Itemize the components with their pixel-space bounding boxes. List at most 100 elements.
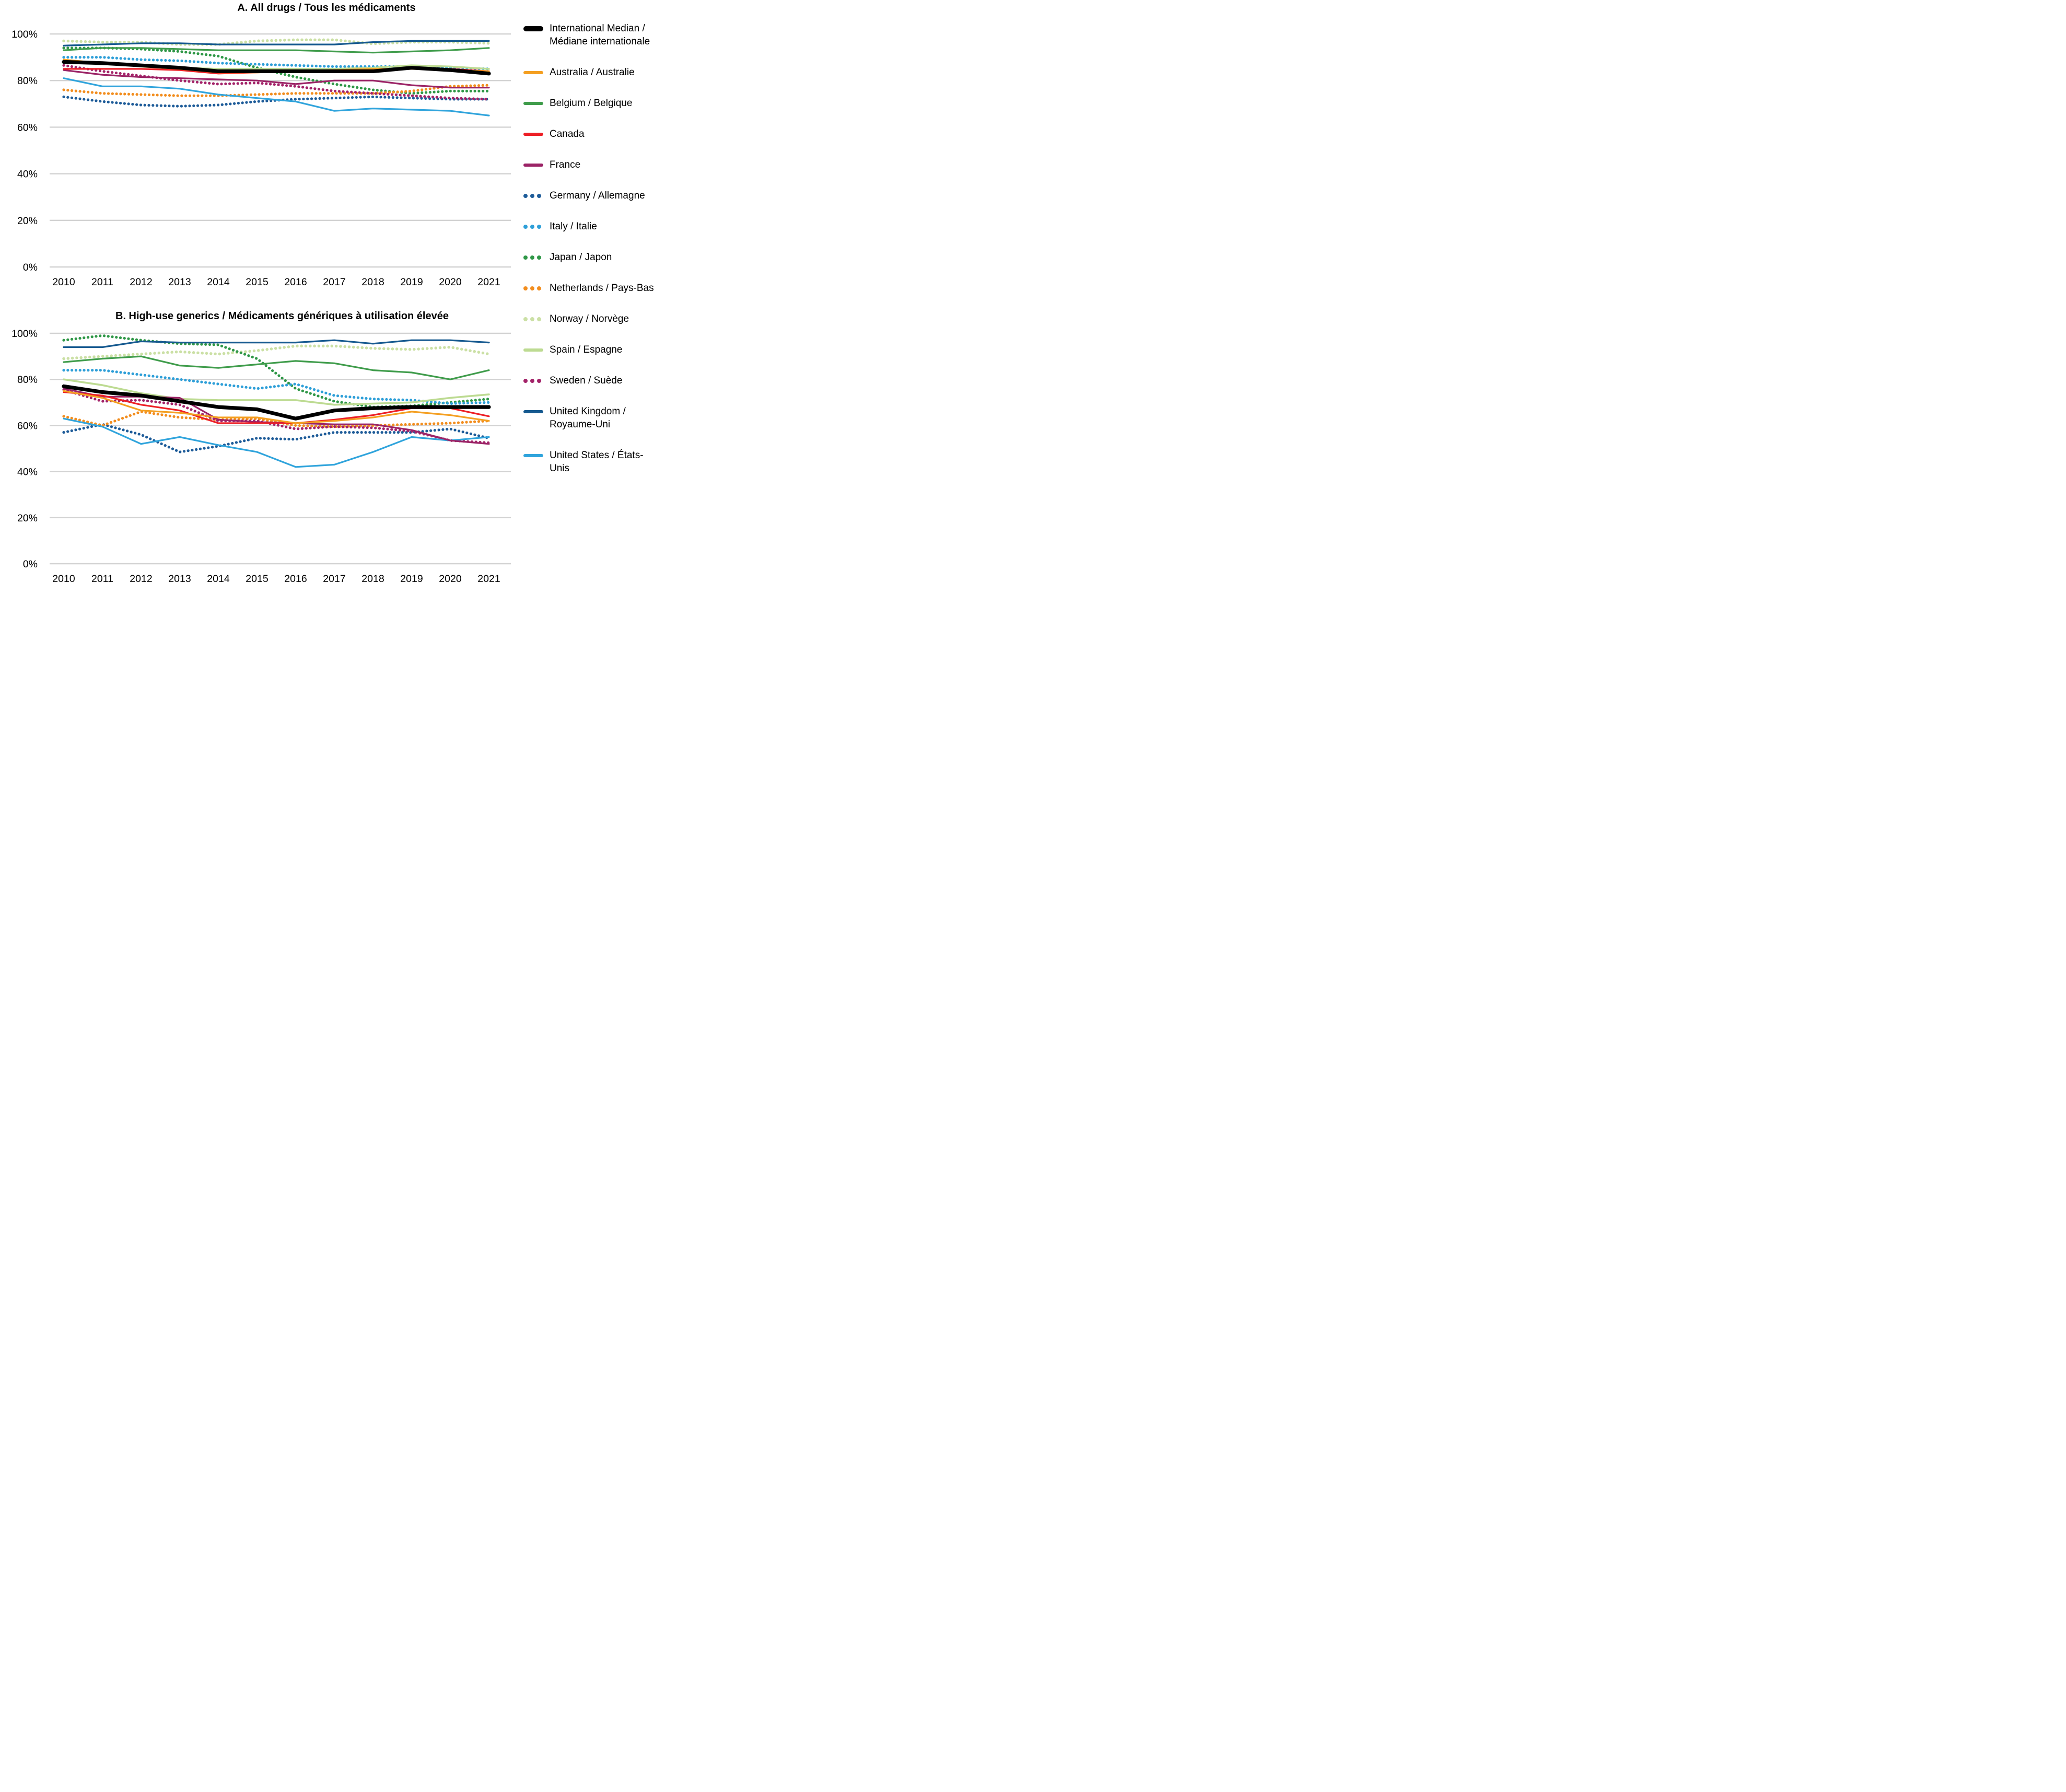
legend-label-spain: Spain / Espagne (550, 344, 623, 355)
series-uk (63, 339, 490, 348)
legend-item-norway: Norway / Norvège (523, 312, 654, 325)
panel-a-plot: 100% 80% 60% 40% 20% 0% 2010 2011 2012 2013 2014 20… (11, 29, 511, 288)
x-tick-label: 2020 (439, 276, 462, 288)
y-tick-label: 60% (17, 420, 38, 432)
legend-swatch-norway-icon (523, 312, 543, 321)
legend-item-france: France (523, 158, 654, 171)
legend-swatch-median-icon (523, 22, 543, 31)
legend-item-germany: Germany / Allemagne (523, 189, 654, 202)
legend-swatch-uk-icon (523, 405, 543, 413)
x-tick-label: 2019 (400, 276, 423, 288)
series-spain (63, 378, 490, 406)
legend-label-sweden: Sweden / Suède (550, 375, 623, 386)
panel-a-title: A. All drugs / Tous les médicaments (237, 2, 416, 14)
legend-swatch-spain-icon (523, 343, 543, 352)
legend-label-canada: Canada (550, 129, 585, 139)
legend-swatch-japan-icon (523, 251, 543, 260)
y-tick-label: 0% (23, 262, 38, 273)
dual-panel-line-chart: 100% 80% 60% 40% 20% 0% 2010 2011 2012 2013 2014 20… (11, 29, 511, 585)
legend-item-belgium: Belgium / Belgique (523, 97, 654, 110)
figure-root: { "figure": { "panel_a_title": "A. All d… (0, 0, 688, 597)
y-tick-label: 80% (17, 374, 38, 386)
series-uk (63, 40, 490, 46)
series-sweden (62, 388, 491, 445)
series-germany (62, 95, 491, 108)
series-us (63, 77, 490, 117)
series-belgium (63, 47, 490, 54)
legend-item-median: International Median / Médiane internati… (523, 22, 654, 48)
legend-swatch-sweden-icon (523, 374, 543, 383)
legend-label-belgium: Belgium / Belgique (550, 98, 633, 109)
x-tick-label: 2019 (400, 573, 423, 585)
panel-b-plot: 100% 80% 60% 40% 20% 0% 2010 2011 2012 2013 2014 20… (11, 328, 511, 585)
legend-label-italy: Italy / Italie (550, 221, 597, 232)
x-tick-label: 2014 (207, 276, 230, 288)
legend-swatch-us-icon (523, 449, 543, 457)
x-tick-label: 2021 (477, 276, 500, 288)
legend-item-japan: Japan / Japon (523, 251, 654, 264)
x-tick-label: 2018 (361, 276, 384, 288)
x-tick-label: 2017 (323, 276, 345, 288)
x-tick-label: 2016 (284, 276, 307, 288)
x-tick-label: 2016 (284, 573, 307, 585)
legend-label-france: France (550, 159, 581, 170)
legend-label-germany: Germany / Allemagne (550, 190, 645, 201)
legend-swatch-canada-icon (523, 127, 543, 136)
legend-label-median: International Median / Médiane internati… (550, 23, 650, 47)
y-tick-label: 20% (17, 513, 38, 524)
legend-swatch-italy-icon (523, 220, 543, 229)
y-tick-label: 60% (17, 122, 38, 133)
x-tick-label: 2010 (52, 276, 75, 288)
legend-swatch-france-icon (523, 158, 543, 167)
legend-item-australia: Australia / Australie (523, 66, 654, 79)
legend-label-netherlands: Netherlands / Pays-Bas (550, 283, 654, 294)
y-tick-label: 0% (23, 558, 38, 570)
panel-b-title: B. High-use generics / Médicaments génér… (115, 310, 449, 322)
series-median (62, 60, 491, 76)
legend-swatch-australia-icon (523, 66, 543, 74)
legend-label-japan: Japan / Japon (550, 252, 612, 263)
series-norway (62, 344, 491, 360)
legend-label-norway: Norway / Norvège (550, 313, 629, 324)
y-tick-label: 100% (11, 29, 38, 40)
legend-swatch-belgium-icon (523, 97, 543, 105)
y-tick-label: 80% (17, 75, 38, 87)
series-netherlands (62, 84, 491, 97)
series-belgium (63, 355, 490, 380)
legend-item-uk: United Kingdom / Royaume-Uni (523, 405, 654, 431)
chart-legend: International Median / Médiane internati… (523, 22, 654, 493)
legend-label-australia: Australia / Australie (550, 67, 635, 78)
series-australia (63, 390, 490, 424)
legend-label-us: United States / États-Unis (550, 450, 644, 474)
legend-item-sweden: Sweden / Suède (523, 374, 654, 387)
x-tick-label: 2020 (439, 573, 462, 585)
y-tick-label: 20% (17, 215, 38, 227)
legend-item-italy: Italy / Italie (523, 220, 654, 233)
x-tick-label: 2011 (91, 276, 113, 288)
x-tick-label: 2013 (168, 276, 191, 288)
x-tick-label: 2013 (168, 573, 191, 585)
y-tick-label: 40% (17, 467, 38, 478)
series-italy (62, 368, 491, 405)
x-tick-label: 2012 (130, 276, 152, 288)
x-tick-label: 2015 (246, 276, 269, 288)
series-median (62, 384, 491, 421)
series-norway (62, 38, 491, 46)
x-tick-label: 2015 (246, 573, 269, 585)
legend-item-us: United States / États-Unis (523, 449, 654, 475)
legend-swatch-netherlands-icon (523, 282, 543, 290)
x-tick-label: 2018 (361, 573, 384, 585)
x-tick-label: 2017 (323, 573, 345, 585)
x-tick-label: 2012 (130, 573, 152, 585)
series-france (63, 69, 490, 89)
legend-item-spain: Spain / Espagne (523, 343, 654, 356)
y-tick-label: 100% (11, 328, 38, 340)
legend-item-canada: Canada (523, 127, 654, 141)
x-tick-label: 2021 (477, 573, 500, 585)
series-us (63, 417, 490, 468)
legend-item-netherlands: Netherlands / Pays-Bas (523, 282, 654, 295)
y-tick-label: 40% (17, 169, 38, 180)
legend-label-uk: United Kingdom / Royaume-Uni (550, 406, 626, 430)
legend-swatch-germany-icon (523, 189, 543, 198)
x-tick-label: 2011 (91, 573, 113, 585)
